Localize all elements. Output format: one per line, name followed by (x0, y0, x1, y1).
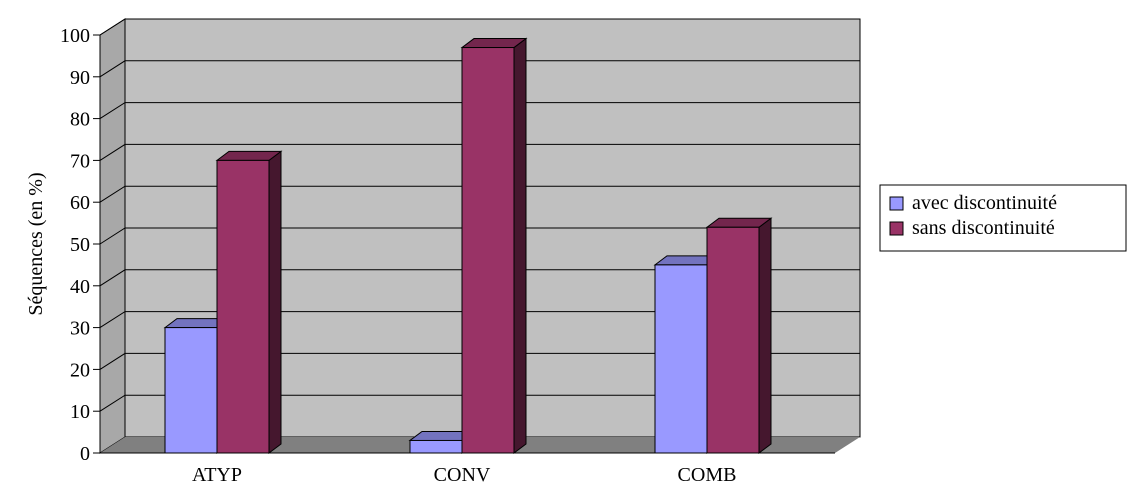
bar-side (268, 150, 282, 454)
gridlines (99, 18, 860, 412)
gridline (99, 102, 860, 120)
gridline (99, 60, 860, 78)
bar (461, 47, 515, 454)
gridline (99, 18, 860, 36)
gridline (99, 394, 860, 412)
legend-swatch (889, 196, 904, 211)
gridline (99, 227, 860, 245)
bar-top (460, 38, 528, 49)
bar (654, 264, 708, 454)
gridline (99, 311, 860, 329)
y-tick-label: 70 (70, 150, 90, 172)
y-axis-title: Séquences (en %) (25, 172, 47, 315)
gridline (99, 143, 860, 161)
y-tick-label: 0 (80, 443, 90, 465)
bar (216, 159, 270, 454)
bar-top (705, 217, 773, 228)
legend-label: avec discontinuité (912, 192, 1057, 214)
bar-top (215, 150, 283, 161)
bar-side (513, 37, 527, 454)
y-tick-label: 30 (70, 318, 90, 340)
gridline (99, 352, 860, 370)
x-tick-label: CONV (434, 464, 491, 482)
legend-swatch (889, 221, 904, 236)
legend: avec discontinuité sans discontinuité (879, 184, 1127, 252)
gridline (99, 185, 860, 203)
y-tick-label: 80 (70, 109, 90, 131)
y-tick-label: 60 (70, 192, 90, 214)
bar-side (758, 217, 772, 454)
x-tick-label: ATYP (192, 464, 242, 482)
y-tick-label: 90 (70, 67, 90, 89)
y-tick-label: 50 (70, 234, 90, 256)
gridline (99, 269, 860, 287)
x-axis-labels: ATYP CONV COMB (192, 464, 737, 486)
bar (164, 327, 218, 454)
x-tick-label: COMB (678, 464, 737, 482)
y-tick-label: 40 (70, 276, 90, 298)
y-tick-label: 100 (60, 25, 90, 47)
y-tick-label: 10 (70, 401, 90, 423)
bars (163, 37, 773, 454)
bar (706, 226, 760, 454)
legend-box (879, 184, 1127, 252)
legend-label: sans discontinuité (912, 217, 1055, 239)
bar (409, 439, 463, 454)
y-tick-label: 20 (70, 359, 90, 381)
